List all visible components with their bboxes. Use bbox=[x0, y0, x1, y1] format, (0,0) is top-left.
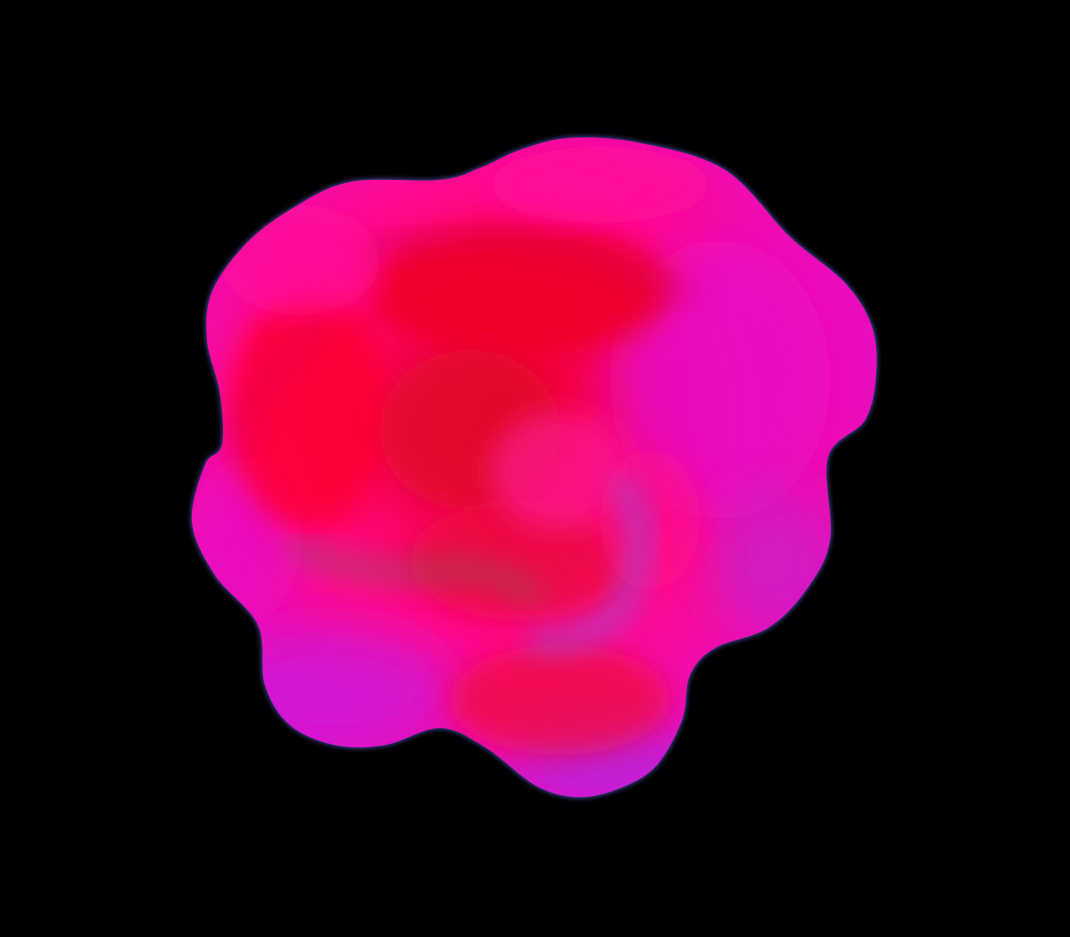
petal-fold-spiral bbox=[528, 475, 649, 651]
pink-highlight-top bbox=[490, 147, 710, 223]
petal-fold-left bbox=[229, 325, 324, 452]
violet-zone-lower-right bbox=[710, 490, 830, 630]
red-petal-bottom bbox=[450, 645, 670, 755]
violet-zone-right bbox=[610, 240, 830, 520]
petal-fold-lower bbox=[286, 537, 546, 607]
petal-fold-upper bbox=[358, 230, 704, 307]
pink-highlight-core bbox=[490, 410, 630, 530]
red-petal-left bbox=[230, 290, 390, 530]
rose-petal-shading bbox=[191, 147, 830, 798]
pink-highlight-mid-right bbox=[600, 450, 700, 590]
pink-highlight-left-top bbox=[220, 205, 380, 315]
red-petal-lower bbox=[410, 500, 630, 620]
